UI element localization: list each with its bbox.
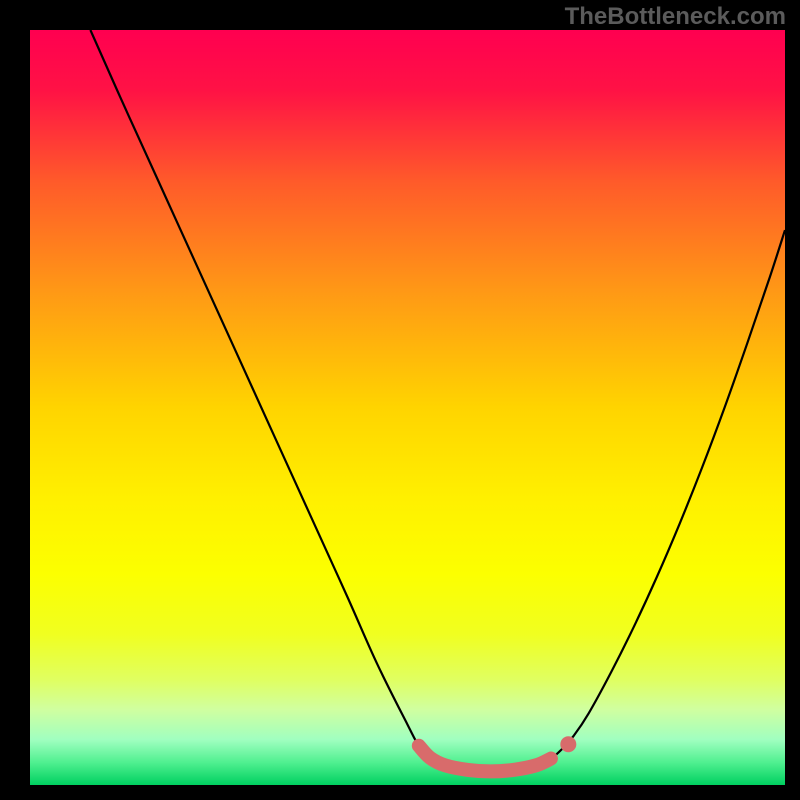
marker-trough-segment bbox=[419, 746, 551, 772]
chart-svg bbox=[30, 30, 785, 785]
marker-outlier-dot bbox=[560, 736, 576, 752]
plot-area bbox=[30, 30, 785, 785]
chart-frame: TheBottleneck.com bbox=[0, 0, 800, 800]
watermark-text: TheBottleneck.com bbox=[565, 3, 786, 31]
bottleneck-curve bbox=[90, 30, 785, 771]
